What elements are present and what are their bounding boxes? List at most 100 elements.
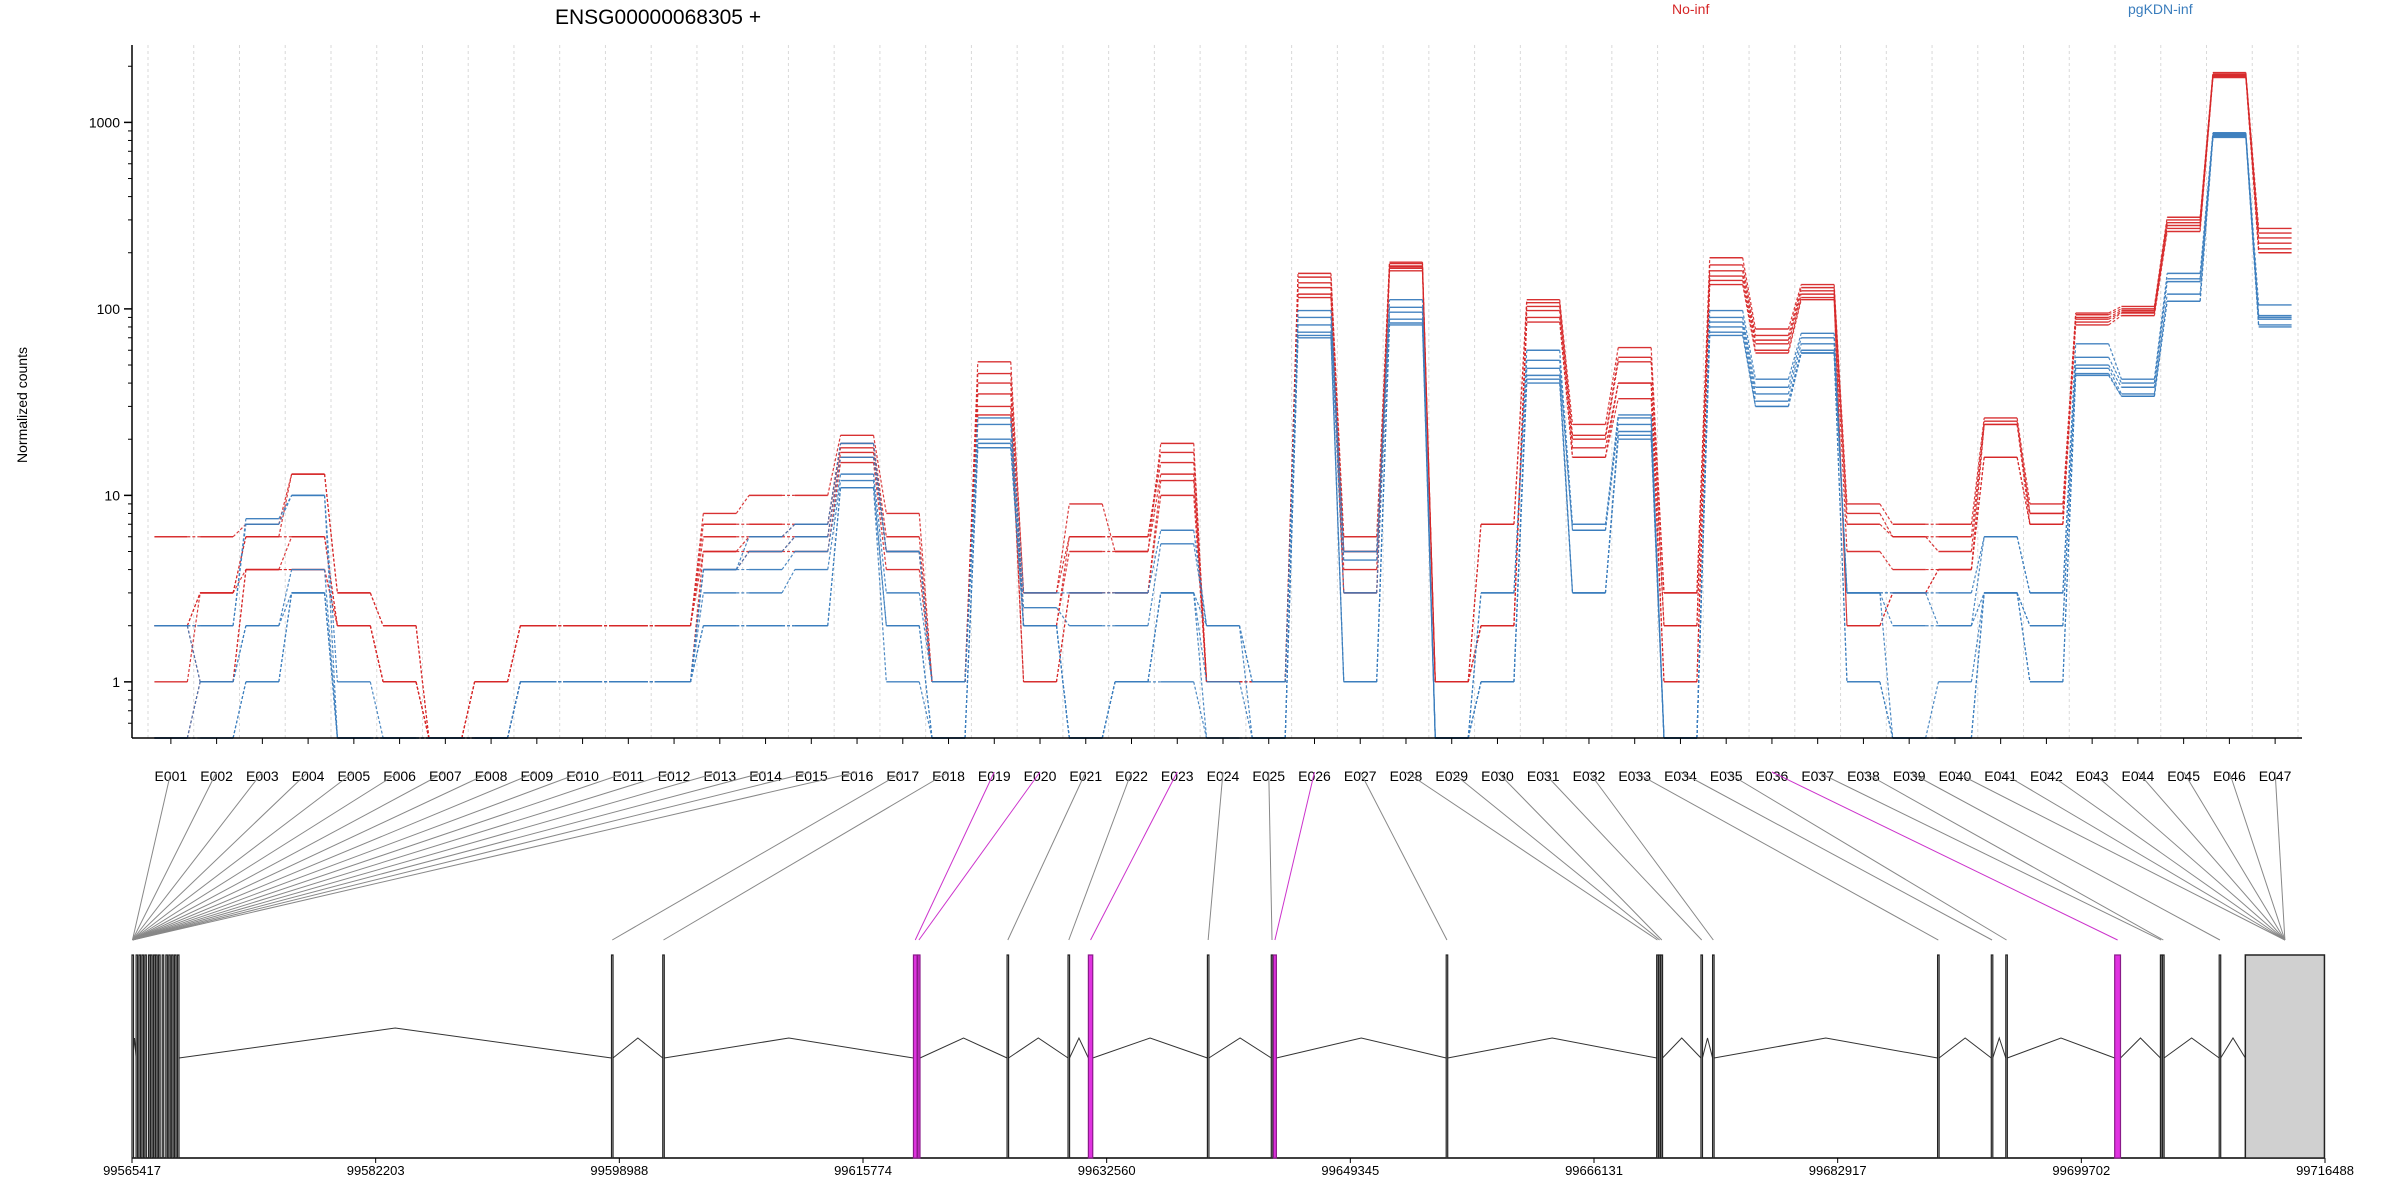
- exon-label: E043: [2076, 768, 2109, 784]
- series-transition: [506, 625, 521, 682]
- series-transition: [1101, 503, 1116, 552]
- series-transition: [735, 536, 750, 552]
- exon-box: [1067, 954, 1071, 1159]
- exon-connector: [132, 771, 538, 941]
- series-transition: [2108, 312, 2122, 323]
- intron-line: [1276, 1037, 1447, 1059]
- exon-box: [1658, 954, 1661, 1159]
- genomic-coordinate-label: 99632560: [1078, 1163, 1136, 1178]
- series-transition: [1787, 350, 1802, 402]
- intron-line: [2007, 1037, 2115, 1059]
- exon-connector: [2000, 771, 2286, 941]
- series-transition: [1559, 310, 1574, 448]
- series-transition: [1467, 681, 1482, 739]
- series-transition: [689, 625, 704, 682]
- intron-line: [2220, 1037, 2246, 1059]
- series-transition: [2199, 135, 2214, 295]
- exon-connector: [132, 771, 309, 941]
- exon-connector: [1588, 771, 1714, 941]
- exon-box: [165, 954, 168, 1159]
- series-transition: [278, 592, 293, 682]
- series-transition: [186, 592, 201, 682]
- series-transition: [1147, 452, 1162, 537]
- series-transition: [1604, 398, 1619, 458]
- series-transition: [1879, 513, 1894, 538]
- exon-box: [141, 954, 145, 1159]
- series-transition: [1970, 592, 1985, 626]
- series-transition: [2245, 77, 2260, 253]
- exon-box: [155, 954, 158, 1159]
- legend-entry-no-inf: No-inf: [1672, 1, 1709, 17]
- exon-label: E013: [703, 768, 736, 784]
- exon-box: [150, 954, 153, 1159]
- exon-connector: [131, 771, 172, 941]
- chart-title: ENSG00000068305 +: [555, 6, 761, 29]
- exon-label: E010: [566, 768, 599, 784]
- exon-box: [135, 954, 139, 1159]
- exon-connector: [132, 771, 720, 941]
- series-transition: [1147, 462, 1162, 537]
- exon-box: [152, 954, 156, 1159]
- y-tick-label: 10: [104, 487, 120, 503]
- series-transition: [2108, 375, 2122, 397]
- exon-label: E029: [1435, 768, 1468, 784]
- exon-box: [1445, 954, 1449, 1159]
- series-transition: [1742, 326, 1757, 402]
- exon-connector: [132, 771, 629, 941]
- series-transition: [1925, 569, 1939, 594]
- series-transition: [1010, 361, 1025, 593]
- series-transition: [1879, 503, 1894, 525]
- exon-connector: [2137, 771, 2286, 941]
- series-transition: [1467, 592, 1482, 739]
- exon-box: [1711, 954, 1715, 1159]
- series-transition: [1055, 625, 1070, 739]
- series-transition: [1055, 536, 1070, 594]
- series-transition: [2108, 343, 2122, 380]
- exon-connector: [132, 771, 675, 941]
- y-tick-label: 1: [112, 674, 120, 690]
- exon-label: E042: [2030, 768, 2063, 784]
- exon-label: E041: [1984, 768, 2017, 784]
- exon-connector: [2091, 771, 2286, 941]
- series-transition: [781, 523, 796, 538]
- series-transition: [1376, 307, 1391, 561]
- exon-label: E028: [1390, 768, 1423, 784]
- series-transition: [232, 681, 247, 739]
- series-transition: [1970, 457, 1985, 570]
- exon-label: E036: [1756, 768, 1789, 784]
- series-transition: [872, 462, 887, 570]
- series-transition: [827, 487, 842, 626]
- exon-label: E019: [978, 768, 1011, 784]
- exon-connector: [1359, 771, 1448, 941]
- genomic-coordinate-label: 99582203: [347, 1163, 405, 1178]
- series-transition: [1238, 681, 1253, 739]
- exon-label: E003: [246, 768, 279, 784]
- genomic-coordinate-label: 99716488: [2296, 1163, 2354, 1178]
- series-transition: [1513, 302, 1528, 525]
- series-transition: [1421, 268, 1436, 682]
- y-tick-label: 1000: [89, 114, 120, 130]
- series-transition: [1742, 321, 1757, 395]
- series-transition: [369, 625, 384, 682]
- exon-box: [2114, 954, 2122, 1159]
- series-transition: [2153, 301, 2168, 397]
- series-transition: [1238, 625, 1253, 739]
- series-transition: [1330, 310, 1345, 552]
- exon-connector: [132, 771, 263, 941]
- exon-box: [1006, 954, 1010, 1159]
- series-transition: [1787, 337, 1802, 388]
- series-transition: [1879, 551, 1894, 570]
- series-transition: [1742, 270, 1757, 341]
- series-transition: [1970, 536, 1985, 594]
- series-transition: [872, 487, 887, 682]
- series-transition: [1879, 592, 1894, 739]
- exon-box: [158, 954, 161, 1159]
- series-transition: [781, 569, 796, 594]
- series-transition: [1970, 424, 1985, 552]
- series-No-inf: [154, 73, 2292, 739]
- series-transition: [1787, 333, 1802, 380]
- exon-box: [2161, 954, 2165, 1159]
- series-transition: [1787, 352, 1802, 407]
- series-transition: [1696, 310, 1711, 739]
